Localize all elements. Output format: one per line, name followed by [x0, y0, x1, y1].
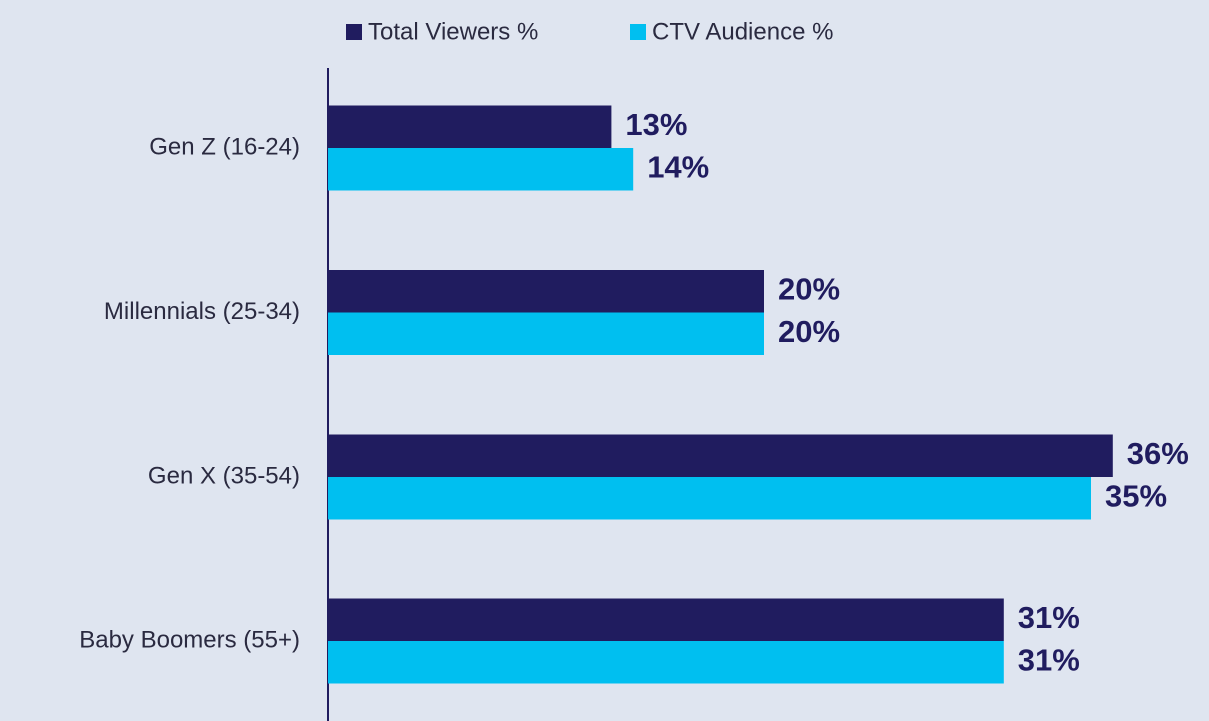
data-label: 35%	[1105, 478, 1167, 513]
category-label: Gen X (35-54)	[148, 462, 300, 489]
bar	[328, 148, 634, 191]
bar	[328, 105, 612, 148]
bar	[328, 312, 764, 355]
category-label: Gen Z (16-24)	[149, 133, 300, 160]
data-label: 36%	[1127, 436, 1189, 471]
legend-label: CTV Audience %	[652, 18, 833, 45]
data-label: 31%	[1018, 600, 1080, 635]
bar	[328, 434, 1113, 477]
bar	[328, 641, 1004, 684]
bar	[328, 270, 764, 313]
data-label: 13%	[625, 107, 687, 142]
legend-swatch	[346, 24, 362, 40]
category-label: Millennials (25-34)	[104, 298, 300, 325]
bar	[328, 477, 1091, 520]
data-label: 14%	[647, 149, 709, 184]
bar	[328, 598, 1004, 641]
legend-label: Total Viewers %	[368, 18, 538, 45]
legend-swatch	[630, 24, 646, 40]
data-label: 31%	[1018, 642, 1080, 677]
category-label: Baby Boomers (55+)	[79, 626, 300, 653]
data-label: 20%	[778, 271, 840, 306]
data-label: 20%	[778, 314, 840, 349]
